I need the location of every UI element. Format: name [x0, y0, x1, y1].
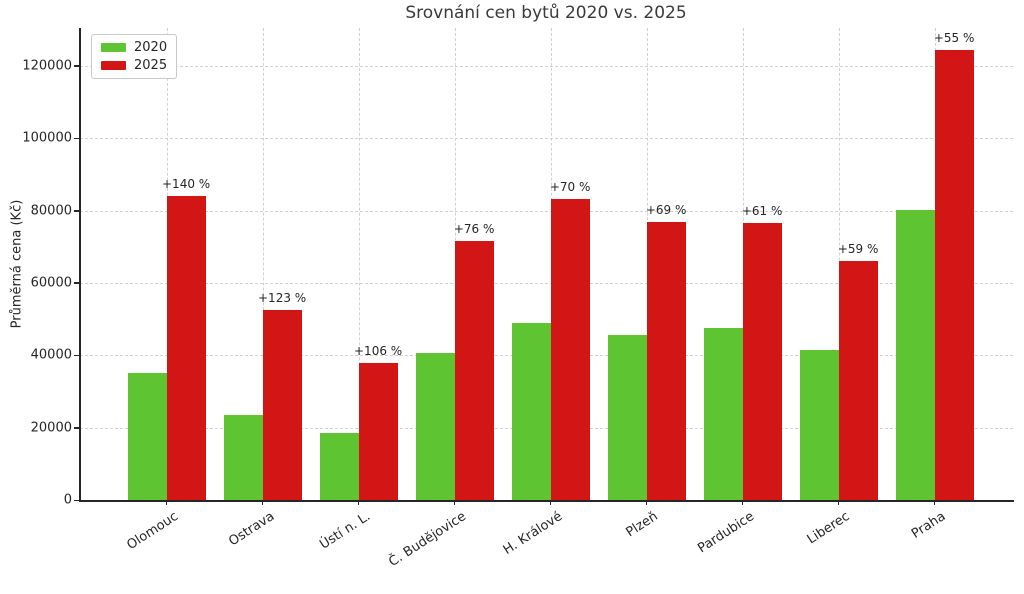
x-gridline [358, 28, 360, 500]
x-tick-mark [645, 501, 648, 505]
x-tick-label: Plzeň [623, 509, 661, 541]
x-tick-mark [357, 501, 360, 505]
x-tick-mark [741, 501, 744, 505]
legend-swatch-2020 [101, 43, 126, 52]
y-gridline [80, 138, 1013, 140]
bar-2020-8 [799, 349, 839, 500]
x-tick-label: Ústí n. L. [316, 509, 373, 553]
bar-2025-6 [646, 221, 686, 500]
legend-item-2020: 2020 [101, 41, 167, 54]
pct-increase-label: +140 % [162, 177, 211, 192]
x-tick-mark [933, 501, 936, 505]
y-tick-label: 60000 [30, 275, 72, 291]
x-tick-label: Olomouc [124, 509, 181, 554]
y-gridline [80, 210, 1013, 212]
bar-2025-4 [454, 241, 494, 500]
x-tick-label: Pardubice [695, 509, 757, 557]
y-tick-label: 120000 [22, 58, 72, 74]
bar-2020-7 [703, 327, 743, 500]
y-tick-mark [74, 65, 79, 67]
legend: 2020 2025 [91, 34, 178, 79]
pct-increase-label: +61 % [741, 203, 783, 218]
y-tick-mark [74, 210, 79, 212]
y-tick-label: 40000 [30, 347, 72, 363]
x-gridline [262, 28, 264, 500]
x-tick-label: Liberec [804, 509, 853, 548]
legend-swatch-2025 [101, 61, 126, 70]
x-tick-mark [261, 501, 264, 505]
bar-2025-9 [934, 49, 974, 500]
bar-2020-9 [895, 209, 935, 500]
legend-item-2025: 2025 [101, 59, 167, 72]
legend-label-2020: 2020 [134, 40, 168, 55]
bar-2020-6 [607, 335, 647, 500]
x-tick-label: Č. Budějovice [386, 509, 469, 570]
bar-2020-5 [511, 323, 551, 500]
plot-area: 2020 2025 0 20000 40000 60000 80000 100000 120… [22, 28, 1014, 570]
bar-2025-1 [166, 196, 206, 500]
bar-2020-1 [127, 373, 167, 500]
pct-increase-label: +123 % [258, 291, 307, 306]
x-axis-spine [79, 500, 1014, 502]
y-gridline [80, 65, 1013, 67]
bar-2020-3 [319, 433, 359, 500]
y-axis-label: Průměrná cena (Kč) [9, 199, 25, 329]
pct-increase-label: +70 % [549, 180, 591, 195]
y-tick-label: 0 [63, 492, 72, 508]
legend-label-2025: 2025 [134, 58, 168, 73]
bar-2020-2 [223, 415, 263, 500]
x-tick-mark [453, 501, 456, 505]
y-tick-label: 20000 [30, 420, 72, 436]
bar-2025-8 [838, 261, 878, 500]
y-gridline [80, 282, 1013, 284]
pct-increase-label: +69 % [645, 202, 687, 217]
x-tick-label: Ostrava [225, 509, 277, 550]
y-axis-spine [79, 28, 81, 501]
x-tick-mark [837, 501, 840, 505]
pct-increase-label: +55 % [933, 30, 975, 45]
y-tick-mark [74, 354, 79, 357]
x-tick-label: Praha [909, 509, 949, 542]
bar-2025-7 [742, 222, 782, 500]
pct-increase-label: +59 % [837, 242, 879, 257]
pct-increase-label: +76 % [453, 222, 495, 237]
y-tick-mark [74, 427, 79, 429]
x-tick-mark [549, 501, 552, 505]
bar-2025-3 [358, 362, 398, 500]
x-tick-label: H. Králové [500, 509, 565, 559]
chart-title: Srovnání cen bytů 2020 vs. 2025 [405, 3, 687, 23]
y-tick-mark [74, 499, 79, 501]
bar-2025-2 [262, 310, 302, 500]
bar-2020-4 [415, 352, 455, 500]
y-tick-mark [74, 282, 79, 284]
bar-2025-5 [550, 199, 590, 500]
x-tick-mark [165, 501, 168, 505]
y-tick-label: 100000 [22, 130, 72, 146]
y-tick-label: 80000 [30, 203, 72, 219]
pct-increase-label: +106 % [354, 343, 403, 358]
y-tick-mark [74, 137, 79, 140]
